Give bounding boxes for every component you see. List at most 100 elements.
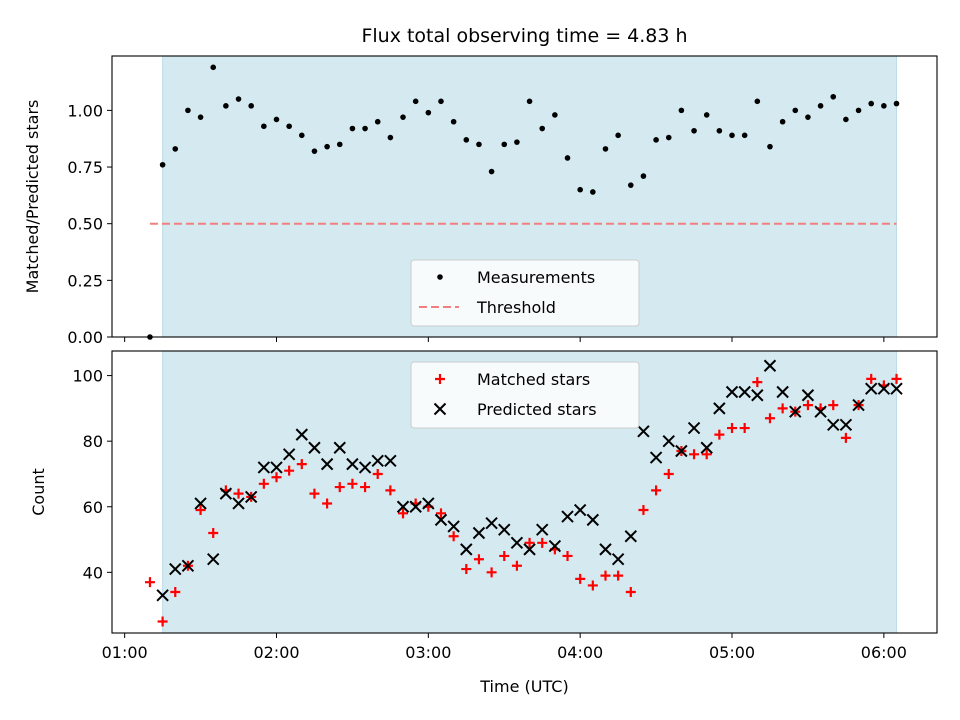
measurement-point bbox=[640, 173, 647, 179]
measurement-point bbox=[248, 103, 254, 109]
predicted-star-point bbox=[485, 516, 498, 530]
measurement-point bbox=[223, 103, 229, 109]
predicted-star-point bbox=[181, 559, 195, 572]
x-axis-label: Time (UTC) bbox=[479, 677, 568, 696]
measurement-point bbox=[425, 109, 432, 116]
predicted-star-point bbox=[232, 497, 245, 510]
chart-title: Flux total observing time = 4.83 h bbox=[361, 25, 687, 47]
measurement-point bbox=[539, 125, 546, 132]
predicted-star-point bbox=[827, 418, 840, 431]
matched-star-point bbox=[638, 505, 649, 516]
predicted-star-point bbox=[864, 382, 878, 395]
predicted-star-point bbox=[282, 448, 296, 461]
predicted-star-point bbox=[422, 497, 435, 510]
predicted-star-point bbox=[573, 503, 587, 517]
x-tick-label: 01:00 bbox=[102, 643, 148, 662]
predicted-star-point bbox=[839, 418, 853, 431]
measurement-point bbox=[754, 98, 761, 105]
predicted-star-point bbox=[219, 487, 233, 500]
matched-star-point bbox=[271, 472, 282, 483]
matched-star-point bbox=[258, 478, 269, 489]
matched-star-point bbox=[372, 468, 383, 479]
predicted-star-point bbox=[498, 523, 511, 536]
matched-star-point bbox=[144, 577, 155, 588]
measurement-point bbox=[564, 155, 571, 161]
measurement-point bbox=[438, 98, 444, 105]
predicted-star-point bbox=[890, 382, 903, 395]
predicted-star-point bbox=[675, 444, 688, 458]
y-tick-label: 0.50 bbox=[67, 215, 103, 234]
predicted-star-point bbox=[194, 497, 207, 510]
measurement-point bbox=[741, 132, 748, 139]
predicted-star-point bbox=[396, 500, 410, 513]
predicted-star-point bbox=[624, 530, 637, 543]
matched-star-point bbox=[840, 432, 851, 443]
predicted-star-point bbox=[789, 405, 802, 418]
legend: Matched stars Predicted stars bbox=[410, 361, 640, 429]
matched-star-point bbox=[802, 400, 813, 411]
measurement-point bbox=[817, 103, 824, 109]
measurement-point bbox=[552, 112, 558, 118]
predicted-star-point bbox=[371, 454, 384, 468]
matched-star-point bbox=[828, 400, 839, 411]
y-tick-label: 40 bbox=[83, 563, 103, 582]
matched-star-point bbox=[435, 508, 446, 519]
matched-star-point bbox=[499, 550, 510, 561]
matched-star-point bbox=[701, 449, 712, 460]
measurement-point bbox=[488, 168, 495, 175]
matched-star-point bbox=[347, 478, 358, 489]
matched-star-point bbox=[752, 377, 763, 388]
measurement-point bbox=[627, 182, 634, 188]
matched-star-point bbox=[461, 564, 472, 575]
matched-star-point bbox=[575, 573, 586, 584]
measurement-point bbox=[868, 100, 875, 107]
measurement-point bbox=[893, 100, 900, 107]
y-tick-label: 100 bbox=[72, 367, 103, 386]
matched-star-point bbox=[524, 537, 535, 548]
measurement-point bbox=[463, 137, 470, 143]
predicted-star-point bbox=[877, 382, 891, 395]
measurement-point bbox=[653, 137, 659, 143]
predicted-star-point bbox=[637, 425, 650, 438]
matched-star-point bbox=[537, 537, 548, 548]
axes-frame bbox=[111, 350, 938, 634]
y-tick-label: 0.00 bbox=[67, 328, 103, 347]
measurement-point bbox=[387, 134, 394, 141]
predicted-star-point bbox=[434, 513, 448, 527]
predicted-star-point bbox=[713, 402, 726, 415]
legend-marker-x bbox=[433, 402, 447, 416]
matched-star-point bbox=[195, 505, 206, 516]
y-axis-label: Count bbox=[29, 468, 48, 516]
predicted-star-point bbox=[510, 536, 524, 550]
predicted-star-point bbox=[169, 562, 182, 576]
y-tick-label: 1.00 bbox=[67, 101, 103, 120]
matched-star-point bbox=[891, 373, 902, 384]
axes-frame bbox=[111, 55, 938, 338]
measurement-point bbox=[855, 107, 862, 114]
legend-box bbox=[410, 259, 640, 327]
matched-star-point bbox=[296, 459, 307, 470]
measurement-point bbox=[577, 186, 583, 193]
measurement-point bbox=[716, 127, 723, 134]
predicted-star-point bbox=[852, 398, 865, 412]
measurement-point bbox=[843, 116, 849, 123]
predicted-star-point bbox=[460, 543, 473, 556]
legend-box bbox=[410, 361, 640, 429]
x-tick-label: 02:00 bbox=[253, 643, 299, 662]
matched-star-point bbox=[562, 550, 573, 561]
measurement-point bbox=[299, 132, 305, 139]
legend-label: Predicted stars bbox=[477, 400, 597, 419]
measurement-point bbox=[691, 127, 697, 134]
measurement-point bbox=[349, 125, 356, 132]
measurement-point bbox=[324, 143, 330, 150]
measurement-point bbox=[286, 123, 292, 130]
matched-star-point bbox=[587, 580, 598, 591]
matched-star-point bbox=[208, 527, 219, 538]
predicted-star-point bbox=[599, 543, 612, 556]
matched-star-point bbox=[613, 570, 624, 581]
predicted-star-point bbox=[320, 457, 334, 471]
predicted-star-point bbox=[346, 457, 359, 471]
predicted-star-point bbox=[776, 385, 789, 399]
legend-label: Threshold bbox=[476, 298, 556, 317]
measurement-point bbox=[501, 141, 508, 148]
